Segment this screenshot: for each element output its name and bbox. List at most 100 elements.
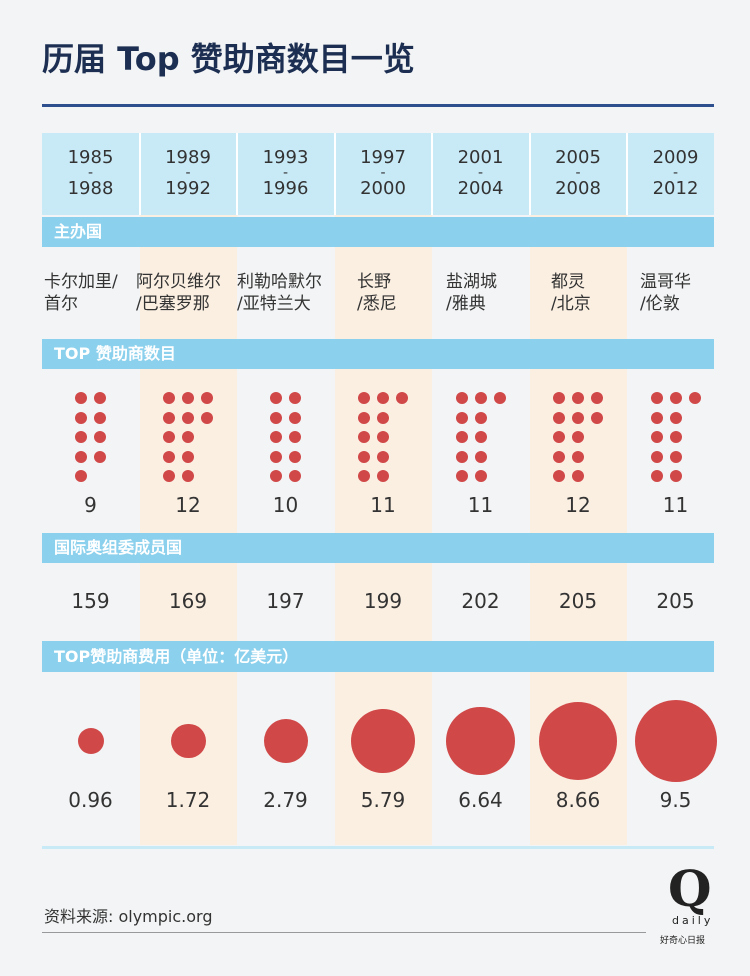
host-cities: 都灵/北京 <box>551 271 591 315</box>
title-rule <box>42 104 714 107</box>
host-cities: 阿尔贝维尔/巴塞罗那 <box>136 271 221 315</box>
period-end: 1992 <box>165 178 211 199</box>
period-end: 1988 <box>67 178 114 199</box>
fee-value: 2.79 <box>263 788 308 812</box>
period-end: 1996 <box>262 178 309 199</box>
sponsor-dot <box>163 470 176 482</box>
host-city-line: 长野 <box>357 272 391 292</box>
fee-bubble <box>77 727 104 755</box>
band-members: 国际奥组委成员国 <box>42 533 714 563</box>
sponsor-dot <box>75 392 88 404</box>
period-divider <box>431 133 433 215</box>
period-separator: - <box>185 165 191 181</box>
fee-value: 1.72 <box>165 788 211 812</box>
sponsor-count: 12 <box>565 493 591 517</box>
period-start: 1989 <box>165 147 211 168</box>
fee-value: 5.79 <box>360 788 406 812</box>
bottom-rule <box>42 846 714 849</box>
sponsor-dot <box>553 470 566 482</box>
sponsor-dot <box>553 431 566 443</box>
host-cities: 盐湖城/雅典 <box>446 271 497 315</box>
period-label: 2009-2012 <box>627 148 724 198</box>
sponsor-dot <box>182 392 195 404</box>
sponsor-dot <box>377 392 390 404</box>
sponsor-dot <box>289 411 302 424</box>
host-city-line: 盐湖城 <box>446 272 497 292</box>
fee-bubble <box>170 723 206 759</box>
period-separator: - <box>87 165 94 181</box>
sponsor-dot <box>182 450 195 463</box>
qdaily-logo-word: daily <box>672 914 714 927</box>
sponsor-dot <box>650 431 663 443</box>
period-label: 1985-1988 <box>42 148 139 198</box>
ioc-member-count: 159 <box>71 589 110 613</box>
sponsor-dot <box>572 450 585 463</box>
ioc-member-count: 199 <box>363 589 403 613</box>
sponsor-dot <box>94 431 107 443</box>
sponsor-dot <box>289 470 302 482</box>
sponsor-dot <box>572 431 585 443</box>
period-end: 2000 <box>360 178 406 199</box>
sponsor-dot <box>163 450 176 463</box>
sponsor-dot <box>455 450 468 463</box>
sponsor-dot <box>289 450 302 463</box>
sponsor-dot <box>650 411 663 424</box>
fee-value: 0.96 <box>68 788 113 812</box>
host-city-line: /巴塞罗那 <box>136 294 210 314</box>
fee-bubble <box>539 701 618 781</box>
host-city-line: /悉尼 <box>357 294 397 314</box>
ioc-member-count: 169 <box>168 589 208 613</box>
period-label: 2001-2004 <box>432 148 529 198</box>
sponsor-dot <box>94 450 107 463</box>
sponsor-count: 11 <box>370 493 396 517</box>
sponsor-count: 10 <box>272 493 299 517</box>
sponsor-dot <box>75 411 88 424</box>
period-start: 1985 <box>67 147 114 168</box>
sponsor-dot <box>455 431 468 443</box>
sponsor-dot <box>474 431 487 443</box>
sponsor-dot <box>455 392 468 404</box>
period-label: 2005-2008 <box>530 148 627 198</box>
sponsor-dot <box>572 392 585 404</box>
host-city-line: 阿尔贝维尔 <box>136 272 221 292</box>
sponsor-dot <box>572 411 585 424</box>
host-city-line: 首尔 <box>44 294 78 314</box>
sponsor-dot <box>163 431 176 443</box>
ioc-member-count: 205 <box>656 589 695 613</box>
period-separator: - <box>477 165 484 181</box>
sponsor-dot <box>474 450 487 463</box>
sponsor-dot <box>669 470 682 482</box>
sponsor-dot <box>75 470 88 482</box>
sponsor-dot <box>182 431 195 443</box>
sponsor-dot <box>182 470 195 482</box>
sponsor-dot <box>289 392 302 404</box>
sponsor-dot <box>455 470 468 482</box>
sponsor-dot <box>358 450 371 463</box>
fee-bubble <box>351 708 416 773</box>
period-start: 2005 <box>555 147 601 168</box>
sponsor-dot <box>553 392 566 404</box>
host-cities: 利勒哈默尔/亚特兰大 <box>237 271 322 315</box>
host-cities: 温哥华/伦敦 <box>640 271 691 315</box>
sponsor-dot <box>474 470 487 482</box>
sponsor-dot <box>75 431 88 443</box>
host-city-line: 温哥华 <box>640 272 691 292</box>
sponsor-dot <box>650 450 663 463</box>
fee-value: 8.66 <box>555 788 601 812</box>
sponsor-dot <box>455 411 468 424</box>
fee-bubble <box>446 706 516 776</box>
sponsor-dot <box>358 470 371 482</box>
host-city-line: /伦敦 <box>640 294 680 314</box>
sponsor-dot <box>270 392 283 404</box>
sponsor-dot <box>474 392 487 404</box>
period-divider <box>138 133 141 215</box>
ioc-member-count: 202 <box>461 589 500 613</box>
host-city-line: /北京 <box>551 294 591 314</box>
sponsor-dot <box>289 431 302 443</box>
sponsor-dot <box>396 392 409 404</box>
period-end: 2008 <box>555 178 601 199</box>
period-divider <box>528 133 531 215</box>
source-note: 资料来源: olympic.org <box>44 907 213 926</box>
sponsor-count: 12 <box>175 493 201 517</box>
period-separator: - <box>380 165 386 181</box>
